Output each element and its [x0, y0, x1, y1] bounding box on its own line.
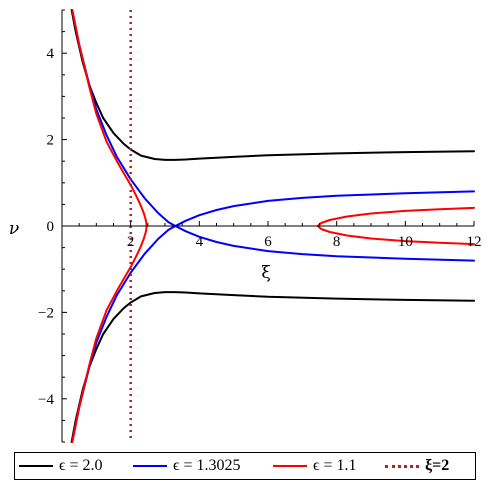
x-tick-label: 12	[467, 234, 482, 250]
legend-swatch-blue	[133, 465, 167, 467]
legend-swatch-black	[19, 465, 53, 467]
y-tick-label: −4	[38, 392, 54, 408]
legend-swatch-dotted	[385, 464, 419, 468]
series-line-1	[70, 291, 475, 443]
legend-label: ϵ = 2.0	[59, 457, 103, 474]
y-axis-label: ν	[9, 219, 19, 239]
series-line-3	[71, 190, 475, 443]
legend-item-eps-1-3025: ϵ = 1.3025	[133, 453, 241, 479]
y-tick-label: 0	[47, 219, 55, 235]
y-tick-label: 4	[47, 46, 55, 62]
series-line-2	[71, 9, 475, 262]
x-tick-label: 8	[333, 234, 341, 250]
legend-swatch-red	[273, 465, 307, 467]
x-axis-label: ξ	[261, 263, 270, 283]
x-tick-label: 4	[196, 234, 204, 250]
legend-item-eps-2: ϵ = 2.0	[19, 453, 103, 479]
x-tick-label: 2	[127, 234, 135, 250]
legend-label: ϵ = 1.1	[313, 457, 357, 474]
y-tick-label: 2	[47, 133, 55, 149]
axes-layer: 2 4 6 8 10 12 −4 −2 0 2 4	[38, 9, 482, 443]
legend: ϵ = 2.0 ϵ = 1.3025 ϵ = 1.1 ξ=2	[14, 452, 476, 480]
legend-label: ϵ = 1.3025	[173, 457, 241, 474]
x-tick-label: 10	[398, 234, 413, 250]
y-tick-label: −2	[38, 305, 54, 321]
legend-item-xi-2: ξ=2	[385, 453, 449, 479]
legend-label: ξ=2	[425, 457, 450, 474]
series-line-0	[70, 9, 475, 161]
legend-item-eps-1-1: ϵ = 1.1	[273, 453, 357, 479]
x-tick-label: 6	[264, 234, 272, 250]
